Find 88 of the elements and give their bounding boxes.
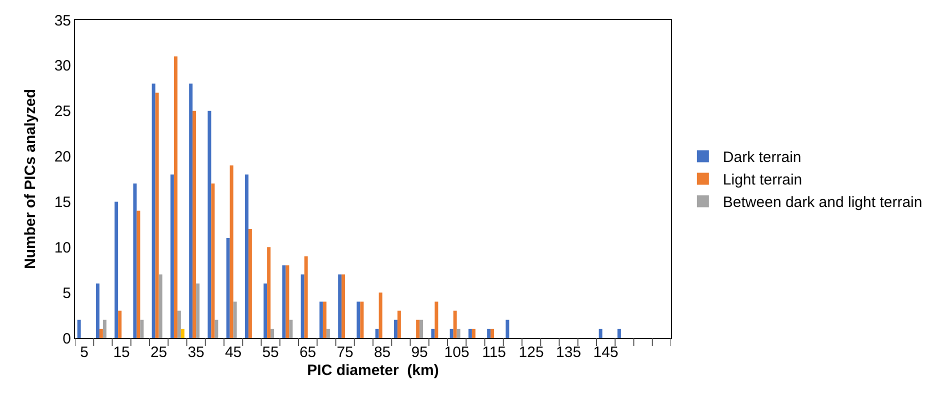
y-tick-label: 30: [54, 58, 71, 75]
x-tick-label: 95: [411, 344, 428, 361]
bar: [96, 283, 100, 338]
bar: [248, 228, 252, 338]
bar: [468, 328, 472, 338]
bar: [196, 283, 200, 338]
bar: [180, 328, 184, 338]
y-tick-label: 5: [62, 284, 71, 302]
bar: [338, 274, 342, 338]
legend-label: Light terrain: [722, 172, 802, 189]
y-tick-label: 35: [54, 12, 71, 30]
bar: [506, 320, 510, 338]
bar: [174, 56, 178, 338]
y-tick-label: 10: [54, 239, 71, 256]
bar: [155, 92, 159, 338]
bar: [326, 328, 330, 338]
bar: [208, 110, 212, 338]
bar: [152, 84, 156, 338]
bar: [140, 320, 144, 338]
bar: [270, 328, 274, 338]
bar: [244, 174, 248, 338]
bar: [450, 328, 454, 338]
bar: [233, 302, 237, 338]
y-tick-label: 20: [54, 148, 71, 166]
x-tick-label: 135: [556, 344, 582, 361]
x-tick-label: 115: [482, 344, 506, 361]
bar: [77, 320, 81, 338]
x-tick-label: 85: [374, 344, 391, 361]
bar: [456, 328, 460, 338]
bar: [304, 256, 308, 338]
bar: [487, 328, 491, 338]
bar: [420, 320, 424, 338]
bar: [434, 302, 438, 338]
bar: [177, 310, 181, 338]
bar: [170, 174, 174, 338]
x-tick-label: 55: [262, 344, 279, 361]
x-axis-title: PIC diameter (km): [307, 362, 439, 379]
bar: [192, 110, 196, 338]
bar: [375, 328, 379, 338]
bar: [158, 274, 162, 338]
bar: [394, 320, 398, 338]
y-tick-label: 15: [54, 194, 71, 211]
legend-label: Dark terrain: [722, 149, 802, 166]
bar: [378, 292, 382, 338]
bar: [300, 274, 304, 338]
bar: [397, 310, 401, 338]
x-tick-label: 75: [336, 344, 354, 361]
bar: [282, 265, 286, 338]
bar: [264, 283, 268, 338]
bar: [356, 302, 360, 338]
bar: [136, 210, 140, 338]
x-tick-label: 105: [444, 344, 470, 361]
x-tick-label: 45: [224, 344, 242, 361]
bar: [114, 202, 118, 338]
bar: [214, 320, 218, 338]
bar: [289, 320, 293, 338]
bar: [189, 84, 193, 338]
bar: [226, 238, 230, 338]
bar: [431, 328, 435, 338]
legend-label: Between dark and light terrain: [722, 194, 922, 212]
x-tick-label: 5: [80, 344, 88, 361]
bar: [230, 165, 234, 338]
bar: [453, 310, 457, 338]
bar: [286, 265, 290, 338]
bar: [319, 302, 323, 338]
bar: [416, 320, 420, 338]
x-tick-label: 145: [593, 344, 618, 361]
y-tick-label: 25: [54, 103, 71, 120]
x-tick-label: 25: [150, 344, 168, 361]
bar: [118, 310, 122, 338]
bar: [99, 328, 103, 338]
bar: [360, 302, 364, 338]
bar: [490, 328, 494, 338]
y-tick-label: 0: [62, 330, 71, 348]
bar: [617, 328, 621, 338]
bar: [322, 302, 326, 338]
bar: [342, 274, 346, 338]
x-tick-label: 65: [299, 344, 316, 361]
bar: [133, 184, 137, 338]
bar: [598, 328, 602, 338]
bar: [267, 247, 271, 338]
bar: [211, 184, 215, 338]
y-axis-title: Number of PICs analyzed: [22, 88, 39, 270]
x-tick-label: 125: [518, 344, 544, 361]
x-tick-label: 15: [113, 344, 130, 361]
x-tick-label: 35: [188, 344, 204, 361]
bar: [472, 328, 476, 338]
bar: [102, 320, 106, 338]
